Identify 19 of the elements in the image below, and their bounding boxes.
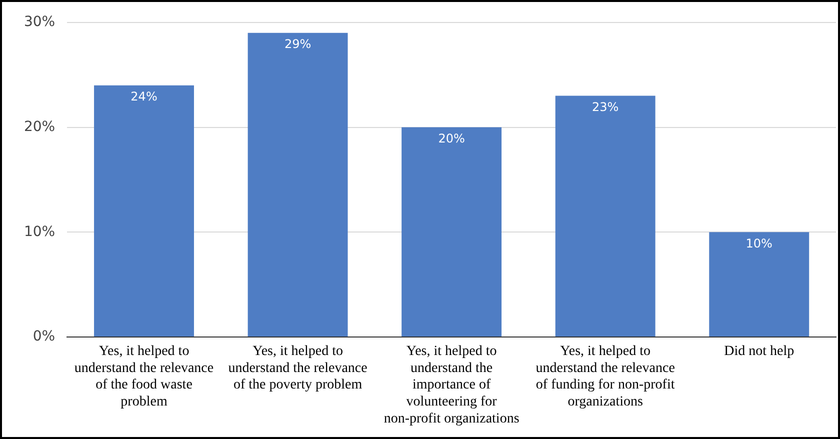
y-tick-label: 0% <box>32 328 56 345</box>
bar <box>555 96 656 336</box>
y-tick-label: 30% <box>24 14 56 30</box>
y-tick-label: 10% <box>24 224 56 240</box>
data-label: 10% <box>746 236 772 250</box>
data-label: 23% <box>592 100 619 114</box>
bar <box>248 32 348 336</box>
y-tick-label: 20% <box>24 118 56 135</box>
bar <box>709 232 810 336</box>
data-label: 29% <box>284 37 312 52</box>
data-label: 24% <box>130 89 158 104</box>
bar <box>402 127 502 336</box>
x-tick-label: Did not help <box>724 344 794 360</box>
x-tick-label: Yes, it helped to understand the relevance of funding for non-profit organizations <box>536 344 675 410</box>
x-tick-label: Yes, it helped to understand the relevance of the poverty problem <box>228 344 368 393</box>
x-tick-label: Yes, it helped to understand the importance of volunteering for non-profit organizations <box>384 344 520 426</box>
data-label: 20% <box>438 131 465 146</box>
x-tick-label: Yes, it helped to understand the relevance of the food waste problem <box>74 344 214 410</box>
bar <box>94 85 194 336</box>
